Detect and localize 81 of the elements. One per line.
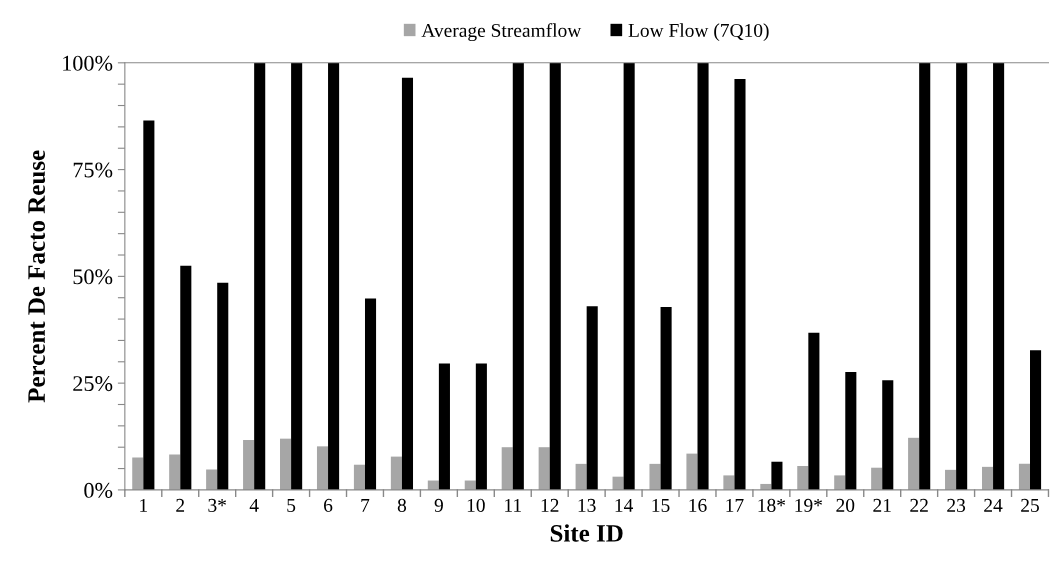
bar — [475, 363, 487, 490]
x-tick-label: 16 — [689, 498, 707, 512]
bar — [353, 464, 365, 490]
x-tick-label: 1 — [140, 498, 148, 512]
x-tick-label: 13 — [578, 498, 596, 512]
bar — [686, 453, 698, 490]
y-tick-label: 100% — [63, 55, 113, 71]
x-tick-label: 3* — [208, 498, 226, 512]
x-tick-label: 19* — [795, 498, 822, 512]
bar — [612, 476, 624, 490]
x-tick-label: 11 — [505, 498, 521, 512]
bar — [206, 469, 218, 490]
bar — [328, 62, 340, 490]
bar — [882, 380, 894, 490]
x-tick-label: 14 — [615, 498, 634, 512]
x-tick-label: 18* — [758, 498, 786, 512]
bar — [956, 62, 968, 490]
x-tick-label: 6 — [324, 498, 333, 512]
bar — [217, 282, 229, 490]
bar — [390, 456, 402, 490]
bar — [132, 457, 144, 490]
x-tick-label: 7 — [361, 499, 370, 512]
bar — [538, 447, 550, 490]
x-tick-label: 22 — [910, 498, 928, 512]
x-tick-label: 5 — [287, 499, 296, 512]
bar — [834, 475, 846, 490]
legend-label: Low Flow (7Q10) — [628, 23, 769, 41]
x-tick-label: 9 — [434, 498, 443, 512]
bar — [501, 447, 513, 490]
bar — [845, 372, 857, 490]
x-tick-label: 8 — [397, 498, 407, 512]
x-tick-label: 4 — [249, 498, 259, 512]
x-tick-label: 17 — [726, 498, 744, 512]
bar — [734, 79, 746, 490]
bar — [771, 461, 783, 490]
bar — [291, 62, 303, 490]
bar — [908, 437, 920, 490]
y-tick-label: 0% — [84, 482, 113, 498]
bar — [919, 62, 931, 490]
bar — [1018, 463, 1031, 490]
bar — [364, 298, 377, 490]
bar — [1030, 350, 1042, 490]
bar — [649, 463, 661, 490]
bar — [808, 332, 820, 490]
x-tick-label: 23 — [947, 498, 966, 512]
bar — [143, 120, 155, 490]
bar — [280, 438, 292, 490]
bar — [254, 62, 266, 490]
x-tick-label: 21 — [873, 498, 891, 512]
y-tick-label: 50% — [73, 269, 113, 285]
bar — [438, 363, 450, 490]
bar — [243, 439, 255, 490]
bar — [623, 62, 635, 490]
x-tick-label: 20 — [836, 498, 855, 512]
bar — [512, 62, 524, 490]
bar — [697, 62, 709, 490]
bar — [169, 454, 181, 490]
x-tick-label: 24 — [984, 498, 1003, 512]
x-tick-label: 2 — [176, 498, 185, 512]
bar — [797, 466, 809, 490]
x-tick-label: 10 — [467, 498, 485, 512]
bar — [871, 467, 883, 490]
bar — [981, 466, 994, 490]
x-axis-title: Site ID — [550, 524, 623, 542]
bar — [723, 475, 735, 490]
x-tick-label: 12 — [541, 498, 559, 512]
x-tick-label: 25 — [1021, 498, 1039, 512]
bar — [549, 62, 561, 490]
bar — [660, 307, 672, 490]
x-tick-label: 15 — [652, 498, 670, 512]
bar — [401, 77, 414, 490]
y-tick-label: 75% — [73, 162, 113, 178]
bar — [575, 463, 587, 490]
y-tick-label: 25% — [73, 376, 113, 392]
y-axis-title: Percent De Facto Reuse — [28, 150, 46, 403]
bar — [945, 469, 957, 490]
legend-label: Average Streamflow — [421, 23, 582, 42]
bar — [993, 62, 1005, 490]
bar — [316, 446, 329, 490]
bar — [586, 306, 598, 490]
bar — [180, 265, 192, 490]
